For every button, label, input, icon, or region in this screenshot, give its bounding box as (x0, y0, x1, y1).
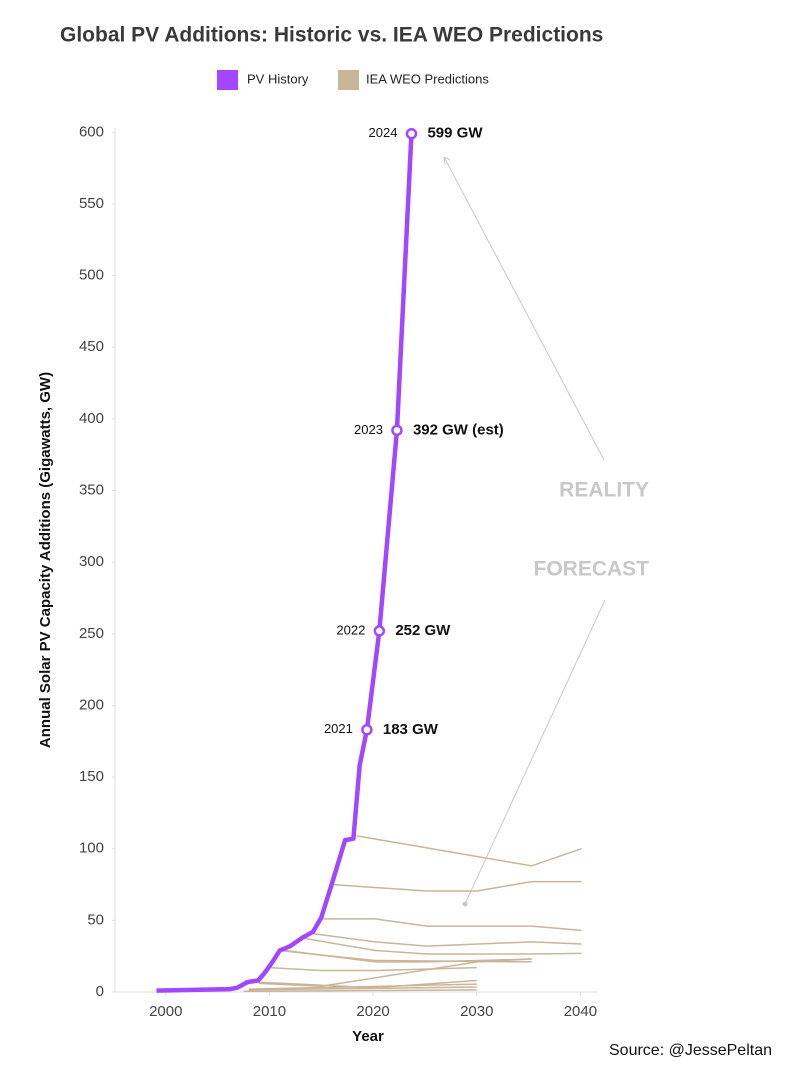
callout-arrow (464, 599, 606, 905)
x-tick-label: 2000 (149, 1003, 182, 1020)
y-tick-label: 300 (79, 553, 104, 570)
y-tick-label: 50 (87, 911, 104, 928)
prediction-line (248, 986, 477, 991)
prediction-line (243, 989, 477, 993)
x-tick-label: 2010 (253, 1003, 286, 1020)
x-tick-label: 2030 (460, 1003, 493, 1020)
callout-arrow (443, 156, 605, 461)
prediction-line (259, 958, 532, 988)
y-tick-label: 350 (79, 481, 104, 498)
point-marker (361, 724, 373, 736)
y-tick-label: 550 (79, 195, 104, 212)
x-tick-label: 2020 (356, 1003, 389, 1020)
prediction-line (269, 966, 477, 972)
legend-swatch (217, 70, 238, 90)
prediction-line (356, 835, 582, 867)
x-axis-title: Year (352, 1028, 384, 1045)
point-value: 252 GW (395, 622, 451, 639)
point-marker (391, 424, 403, 437)
prediction-line (321, 918, 582, 932)
arrow-head (462, 901, 468, 907)
x-tick-label: 2040 (564, 1003, 597, 1020)
y-tick-label: 450 (79, 338, 104, 355)
prediction-line (248, 983, 477, 990)
y-tick-label: 400 (79, 410, 104, 427)
legend-swatch (338, 70, 359, 90)
y-tick-label: 200 (79, 696, 104, 713)
point-value: 392 GW (est) (413, 421, 504, 438)
y-tick-label: 500 (79, 267, 104, 284)
prediction-line (279, 949, 532, 963)
callout: REALITY (559, 479, 649, 502)
arrow-head (443, 156, 451, 165)
point-year: 2024 (369, 125, 398, 140)
source: Source: @JessePeltan (609, 1042, 772, 1059)
legend-label: IEA WEO Predictions (366, 71, 489, 86)
prediction-line (299, 936, 582, 955)
y-axis-title: Annual Solar PV Capacity Additions (Giga… (37, 372, 54, 748)
point-value: 183 GW (383, 721, 439, 738)
y-tick-label: 600 (79, 123, 104, 140)
prediction-line (309, 932, 582, 947)
legend-label: PV History (247, 71, 309, 86)
history-line (156, 133, 414, 993)
y-tick-label: 0 (96, 983, 104, 1000)
y-tick-label: 250 (79, 625, 104, 642)
chart-title: Global PV Additions: Historic vs. IEA WE… (60, 24, 603, 47)
prediction-line (331, 880, 582, 892)
y-tick-label: 150 (79, 768, 104, 785)
point-marker (405, 127, 418, 140)
point-marker (373, 625, 386, 637)
point-year: 2021 (324, 721, 353, 736)
point-year: 2022 (336, 622, 365, 637)
point-value: 599 GW (427, 125, 483, 142)
point-year: 2023 (354, 422, 383, 437)
y-tick-label: 100 (79, 840, 104, 857)
callout: FORECAST (534, 558, 650, 581)
